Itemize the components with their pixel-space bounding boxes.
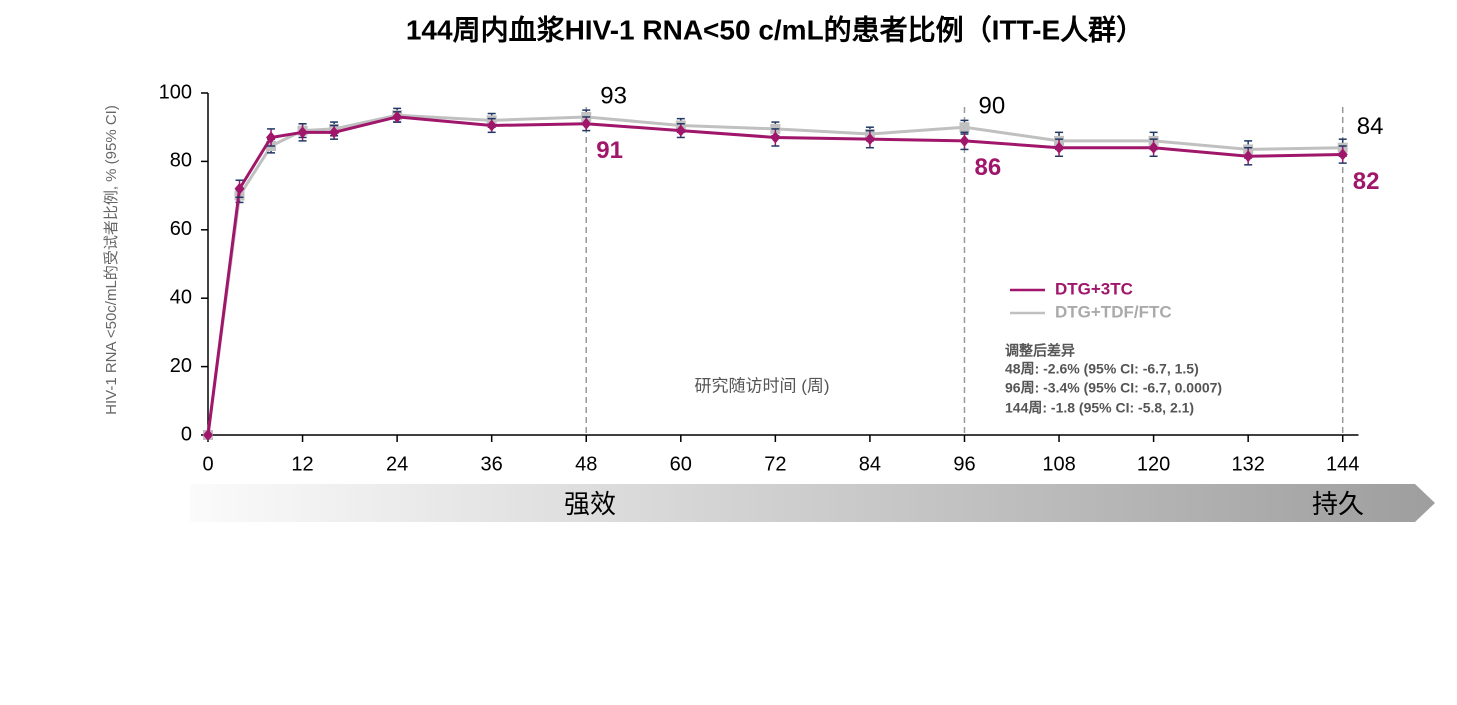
- point: [392, 110, 403, 123]
- legend-label: DTG+3TC: [1055, 279, 1133, 298]
- y-tick-label: 100: [159, 81, 192, 103]
- value-label: 91: [596, 137, 623, 164]
- x-tick-label: 12: [291, 453, 313, 475]
- x-tick-label: 36: [481, 453, 503, 475]
- x-tick-label: 144: [1326, 453, 1359, 475]
- x-tick-label: 48: [575, 453, 597, 475]
- x-axis-label: 研究随访时间 (周): [694, 376, 829, 395]
- x-tick-label: 60: [670, 453, 692, 475]
- x-tick-label: 24: [386, 453, 408, 475]
- y-tick-label: 20: [170, 355, 192, 377]
- series-line: [206, 113, 1343, 436]
- banner-arrow: [190, 484, 1435, 522]
- x-tick-label: 96: [953, 453, 975, 475]
- note-line: 144周: -1.8 (95% CI: -5.8, 2.1): [1005, 400, 1194, 416]
- x-tick-label: 120: [1137, 453, 1170, 475]
- value-label: 84: [1357, 113, 1384, 140]
- point: [959, 134, 970, 147]
- point: [864, 133, 875, 146]
- point: [1054, 141, 1065, 154]
- x-tick-label: 132: [1231, 453, 1264, 475]
- point: [1243, 150, 1254, 163]
- chart-title: 144周内血浆HIV-1 RNA<50 c/mL的患者比例（ITT-E人群）: [406, 13, 1144, 45]
- note-line: 48周: -2.6% (95% CI: -6.7, 1.5): [1005, 361, 1199, 377]
- point: [1148, 141, 1159, 154]
- value-label: 86: [974, 154, 1001, 181]
- x-tick-label: 72: [764, 453, 786, 475]
- point: [203, 429, 213, 441]
- point: [770, 131, 781, 144]
- x-tick-label: 0: [202, 453, 213, 475]
- y-tick-label: 60: [170, 218, 192, 240]
- x-tick-label: 84: [859, 453, 881, 475]
- point: [486, 119, 497, 132]
- point: [1337, 148, 1348, 161]
- y-tick-label: 0: [181, 423, 192, 445]
- point: [297, 126, 308, 139]
- note-line: 96周: -3.4% (95% CI: -6.7, 0.0007): [1005, 380, 1222, 396]
- point: [675, 124, 686, 137]
- point: [266, 131, 277, 144]
- point: [581, 117, 592, 130]
- legend-label: DTG+TDF/FTC: [1055, 302, 1172, 321]
- value-label: 82: [1353, 168, 1380, 195]
- x-tick-label: 108: [1042, 453, 1075, 475]
- point: [329, 126, 340, 139]
- y-axis-label: HIV-1 RNA <50c/mL的受试者比例, % (95% CI): [103, 105, 120, 415]
- series-line: [206, 115, 1343, 436]
- note-title: 调整后差异: [1005, 343, 1075, 359]
- value-label: 90: [978, 93, 1005, 120]
- y-tick-label: 80: [170, 150, 192, 172]
- banner-end: 持久: [1312, 489, 1364, 519]
- value-label: 93: [600, 82, 627, 109]
- banner-start: 强效: [564, 489, 616, 519]
- point: [959, 122, 970, 133]
- point: [234, 182, 245, 195]
- y-tick-label: 40: [170, 286, 192, 308]
